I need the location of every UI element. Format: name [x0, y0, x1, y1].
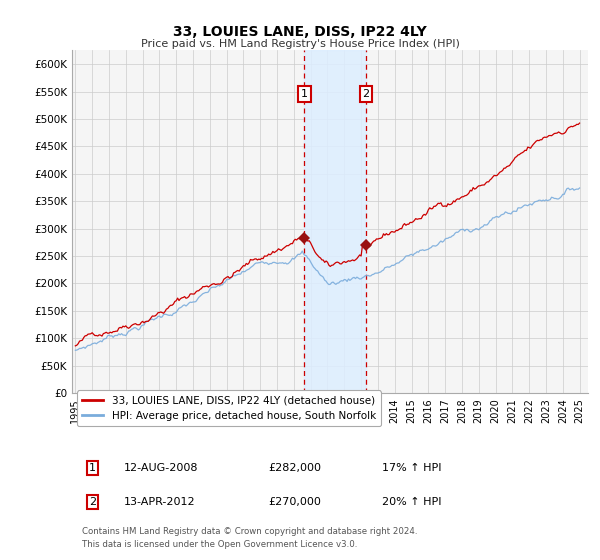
Text: £270,000: £270,000	[268, 497, 321, 507]
Text: This data is licensed under the Open Government Licence v3.0.: This data is licensed under the Open Gov…	[82, 540, 358, 549]
Text: 12-AUG-2008: 12-AUG-2008	[124, 463, 198, 473]
Legend: 33, LOUIES LANE, DISS, IP22 4LY (detached house), HPI: Average price, detached h: 33, LOUIES LANE, DISS, IP22 4LY (detache…	[77, 390, 381, 426]
Text: 13-APR-2012: 13-APR-2012	[124, 497, 195, 507]
Text: 1: 1	[301, 89, 308, 99]
Text: 17% ↑ HPI: 17% ↑ HPI	[382, 463, 441, 473]
Text: 20% ↑ HPI: 20% ↑ HPI	[382, 497, 441, 507]
Text: £282,000: £282,000	[268, 463, 321, 473]
Bar	[304, 50, 366, 393]
Text: Price paid vs. HM Land Registry's House Price Index (HPI): Price paid vs. HM Land Registry's House …	[140, 39, 460, 49]
Text: Contains HM Land Registry data © Crown copyright and database right 2024.: Contains HM Land Registry data © Crown c…	[82, 528, 418, 536]
Text: 2: 2	[89, 497, 96, 507]
Text: 33, LOUIES LANE, DISS, IP22 4LY: 33, LOUIES LANE, DISS, IP22 4LY	[173, 25, 427, 39]
Text: 2: 2	[362, 89, 370, 99]
Text: 1: 1	[89, 463, 96, 473]
